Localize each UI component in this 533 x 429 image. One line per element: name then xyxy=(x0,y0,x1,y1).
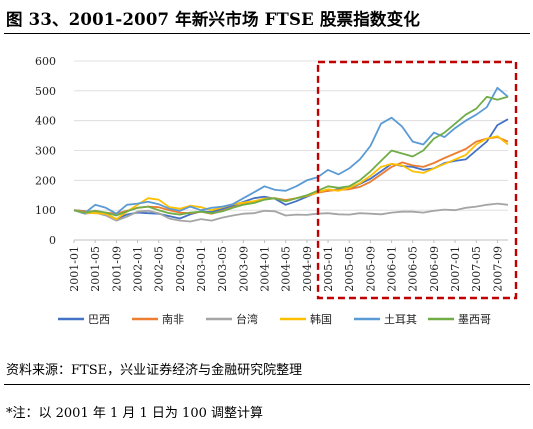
series-line-墨西哥 xyxy=(73,95,509,217)
x-tick-label: 2007-01 xyxy=(449,246,462,292)
legend-label: 台湾 xyxy=(236,312,258,326)
x-tick-label: 2007-05 xyxy=(470,246,483,292)
x-tick-label: 2002-09 xyxy=(174,246,187,292)
x-tick-label: 2005-01 xyxy=(322,246,335,292)
x-tick-label: 2006-09 xyxy=(428,246,441,292)
y-tick-label: 300 xyxy=(35,145,56,158)
legend-label: 土耳其 xyxy=(384,313,417,326)
y-tick-label: 100 xyxy=(35,204,56,217)
x-tick-label: 2003-09 xyxy=(237,246,250,292)
x-tick-label: 2004-09 xyxy=(301,246,314,292)
legend-label: 巴西 xyxy=(88,313,110,326)
x-tick-label: 2006-01 xyxy=(386,246,399,292)
x-tick-label: 2006-05 xyxy=(407,246,420,292)
legend-label: 南非 xyxy=(162,313,184,326)
x-tick-label: 2005-05 xyxy=(343,246,356,292)
x-tick-label: 2003-01 xyxy=(195,246,208,292)
source-note: 资料来源：FTSE，兴业证券经济与金融研究院整理 xyxy=(6,363,303,378)
x-tick-label: 2001-05 xyxy=(89,246,102,292)
x-tick-label: 2005-09 xyxy=(364,246,377,292)
footnote: *注：以 2001 年 1 月 1 日为 100 调整计算 xyxy=(6,406,263,421)
series-lines xyxy=(73,86,509,223)
series-line-土耳其 xyxy=(73,86,509,215)
x-tick-label: 2001-01 xyxy=(68,246,81,292)
x-tick-label: 2004-01 xyxy=(259,246,272,292)
x-tick-label: 2002-05 xyxy=(153,246,166,292)
x-tick-label: 2003-05 xyxy=(216,246,229,292)
highlight-region xyxy=(316,60,518,300)
series-line-台湾 xyxy=(73,202,509,223)
legend: 巴西 南非 台湾 韩国 土耳其 墨西哥 xyxy=(58,312,491,326)
title-divider xyxy=(4,33,530,34)
x-tick-label: 2007-09 xyxy=(491,246,504,292)
x-tick-label: 2004-05 xyxy=(280,246,293,292)
legend-label: 韩国 xyxy=(310,312,332,326)
highlight-box xyxy=(316,60,518,300)
x-tick-label: 2002-01 xyxy=(132,246,145,292)
y-axis: 0 100 200 300 400 500 600 xyxy=(35,55,56,247)
series-line-韩国 xyxy=(73,135,509,221)
y-tick-label: 600 xyxy=(35,55,56,68)
y-tick-label: 0 xyxy=(49,234,56,247)
x-tick-labels: 2001-01 2001-05 2001-09 2002-01 2002-05 2002-… xyxy=(68,240,504,292)
y-tick-label: 400 xyxy=(35,115,56,128)
y-tick-label: 500 xyxy=(35,85,56,98)
x-tick-label: 2001-09 xyxy=(110,246,123,292)
source-divider xyxy=(4,384,530,385)
y-tick-label: 200 xyxy=(35,174,56,187)
chart-title: 图 33、2001-2007 年新兴市场 FTSE 股票指数变化 xyxy=(6,10,421,29)
legend-label: 墨西哥 xyxy=(458,313,491,326)
